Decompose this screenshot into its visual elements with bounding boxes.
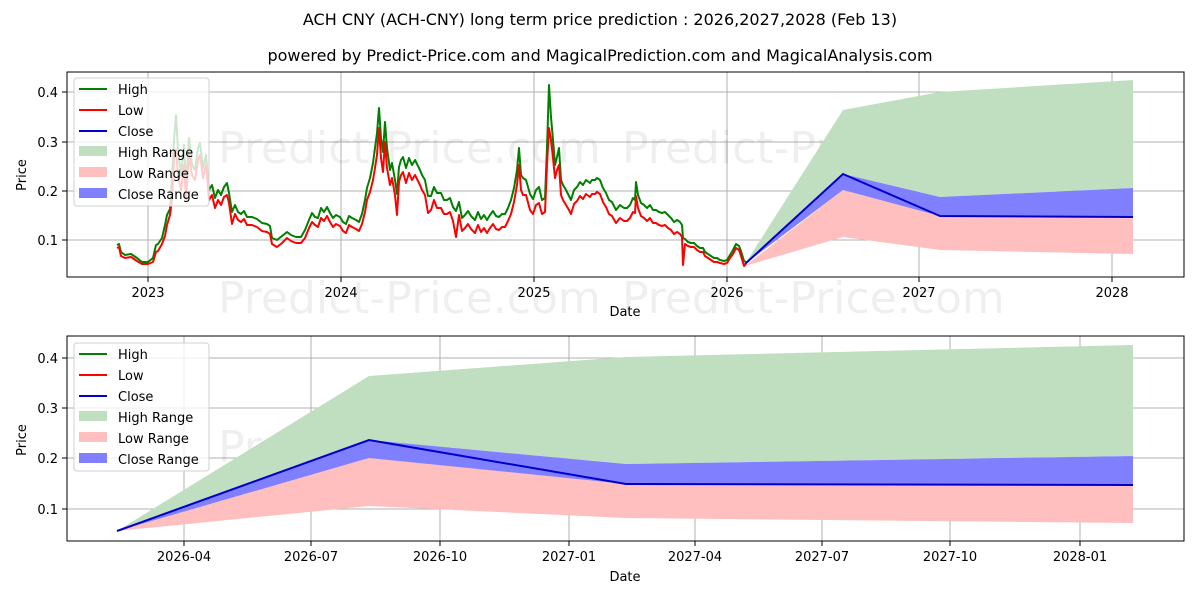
bottom-xaxis-label: Date: [609, 570, 640, 585]
top-ytick-label: 0.1: [37, 234, 58, 249]
legend-low-range-label: Low Range: [118, 167, 189, 182]
top-xtick-label: 2023: [131, 286, 164, 301]
bottom-yaxis-label: Price: [15, 424, 30, 456]
bottom-ytick-label: 0.2: [37, 452, 58, 467]
top-xtick-label: 2026: [710, 286, 743, 301]
top-ytick-label: 0.2: [37, 185, 58, 200]
legend-high-range-swatch: [79, 146, 107, 156]
top-ytick-label: 0.3: [37, 136, 58, 151]
bottom-xtick-label: 2027-01: [542, 550, 596, 565]
bottom-close-line: [116, 438, 1134, 532]
top-low-range-area: [745, 190, 1133, 266]
legend-close-label: Close: [118, 125, 153, 140]
legend-high-label: High: [118, 348, 148, 363]
bottom-ytick-label: 0.4: [37, 352, 58, 367]
bottom-low-range-area: [117, 458, 1133, 531]
bottom-xticks: [183, 541, 1081, 546]
legend-high-label: High: [118, 83, 148, 98]
top-xtick-label: 2027: [902, 286, 935, 301]
legend-low-range-swatch: [79, 167, 107, 177]
top-axes-frame: [66, 71, 1185, 278]
top-legend: High Low Close High Range Low Range Clos…: [73, 77, 210, 207]
top-high-range-area: [745, 80, 1133, 264]
legend-high-range-label: High Range: [118, 146, 193, 161]
watermark: Predict-Price.com: [218, 123, 601, 174]
bottom-high-range-area: [117, 345, 1133, 531]
legend-close-range-swatch: [79, 453, 107, 463]
legend-close-range-label: Close Range: [118, 453, 199, 468]
bottom-axes-frame: [66, 335, 1185, 542]
top-close-line: [744, 172, 1134, 265]
watermark: Predict-Price.com: [218, 273, 601, 324]
top-xtick-label: 2024: [324, 286, 357, 301]
bottom-xtick-label: 2027-10: [923, 550, 977, 565]
bottom-ytick-label: 0.3: [37, 402, 58, 417]
legend-high-range-swatch: [79, 411, 107, 421]
chart-title: ACH CNY (ACH-CNY) long term price predic…: [302, 10, 898, 29]
legend-low-range-swatch: [79, 432, 107, 442]
top-high-line: [116, 84, 747, 263]
legend-close-range-swatch: [79, 188, 107, 198]
top-yaxis-label: Price: [15, 159, 30, 191]
legend-close-label: Close: [118, 390, 153, 405]
top-xtick-label: 2025: [517, 286, 550, 301]
top-low-line: [116, 127, 747, 267]
bottom-chart: Predict-Price.com Predict-Price.com 0.4 …: [15, 335, 1185, 585]
legend-close-range-label: Close Range: [118, 188, 199, 203]
top-xtick-label: 2028: [1095, 286, 1128, 301]
legend-high-range-label: High Range: [118, 411, 193, 426]
legend-low-range-label: Low Range: [118, 432, 189, 447]
chart-subtitle: powered by Predict-Price.com and Magical…: [267, 46, 933, 65]
bottom-xtick-label: 2027-04: [668, 550, 722, 565]
bottom-ytick-label: 0.1: [37, 503, 58, 518]
legend-low-label: Low: [118, 369, 144, 384]
top-chart: Predict-Price.com Predict-Price.com Pred…: [15, 71, 1185, 324]
top-yticks: [62, 91, 67, 241]
bottom-xtick-label: 2027-07: [795, 550, 849, 565]
top-xaxis-label: Date: [609, 305, 640, 320]
watermark: Predict-Price.com: [622, 273, 1005, 324]
bottom-yticks: [62, 357, 67, 510]
bottom-xtick-label: 2026-04: [157, 550, 211, 565]
top-ytick-label: 0.4: [37, 86, 58, 101]
bottom-close-range-area: [117, 440, 1133, 531]
bottom-xtick-label: 2028-01: [1053, 550, 1107, 565]
bottom-legend: High Low Close High Range Low Range Clos…: [73, 342, 210, 472]
bottom-xtick-label: 2026-10: [413, 550, 467, 565]
bottom-xtick-label: 2026-07: [284, 550, 338, 565]
top-xticks: [147, 277, 1113, 282]
legend-low-label: Low: [118, 104, 144, 119]
top-close-range-area: [745, 174, 1133, 264]
